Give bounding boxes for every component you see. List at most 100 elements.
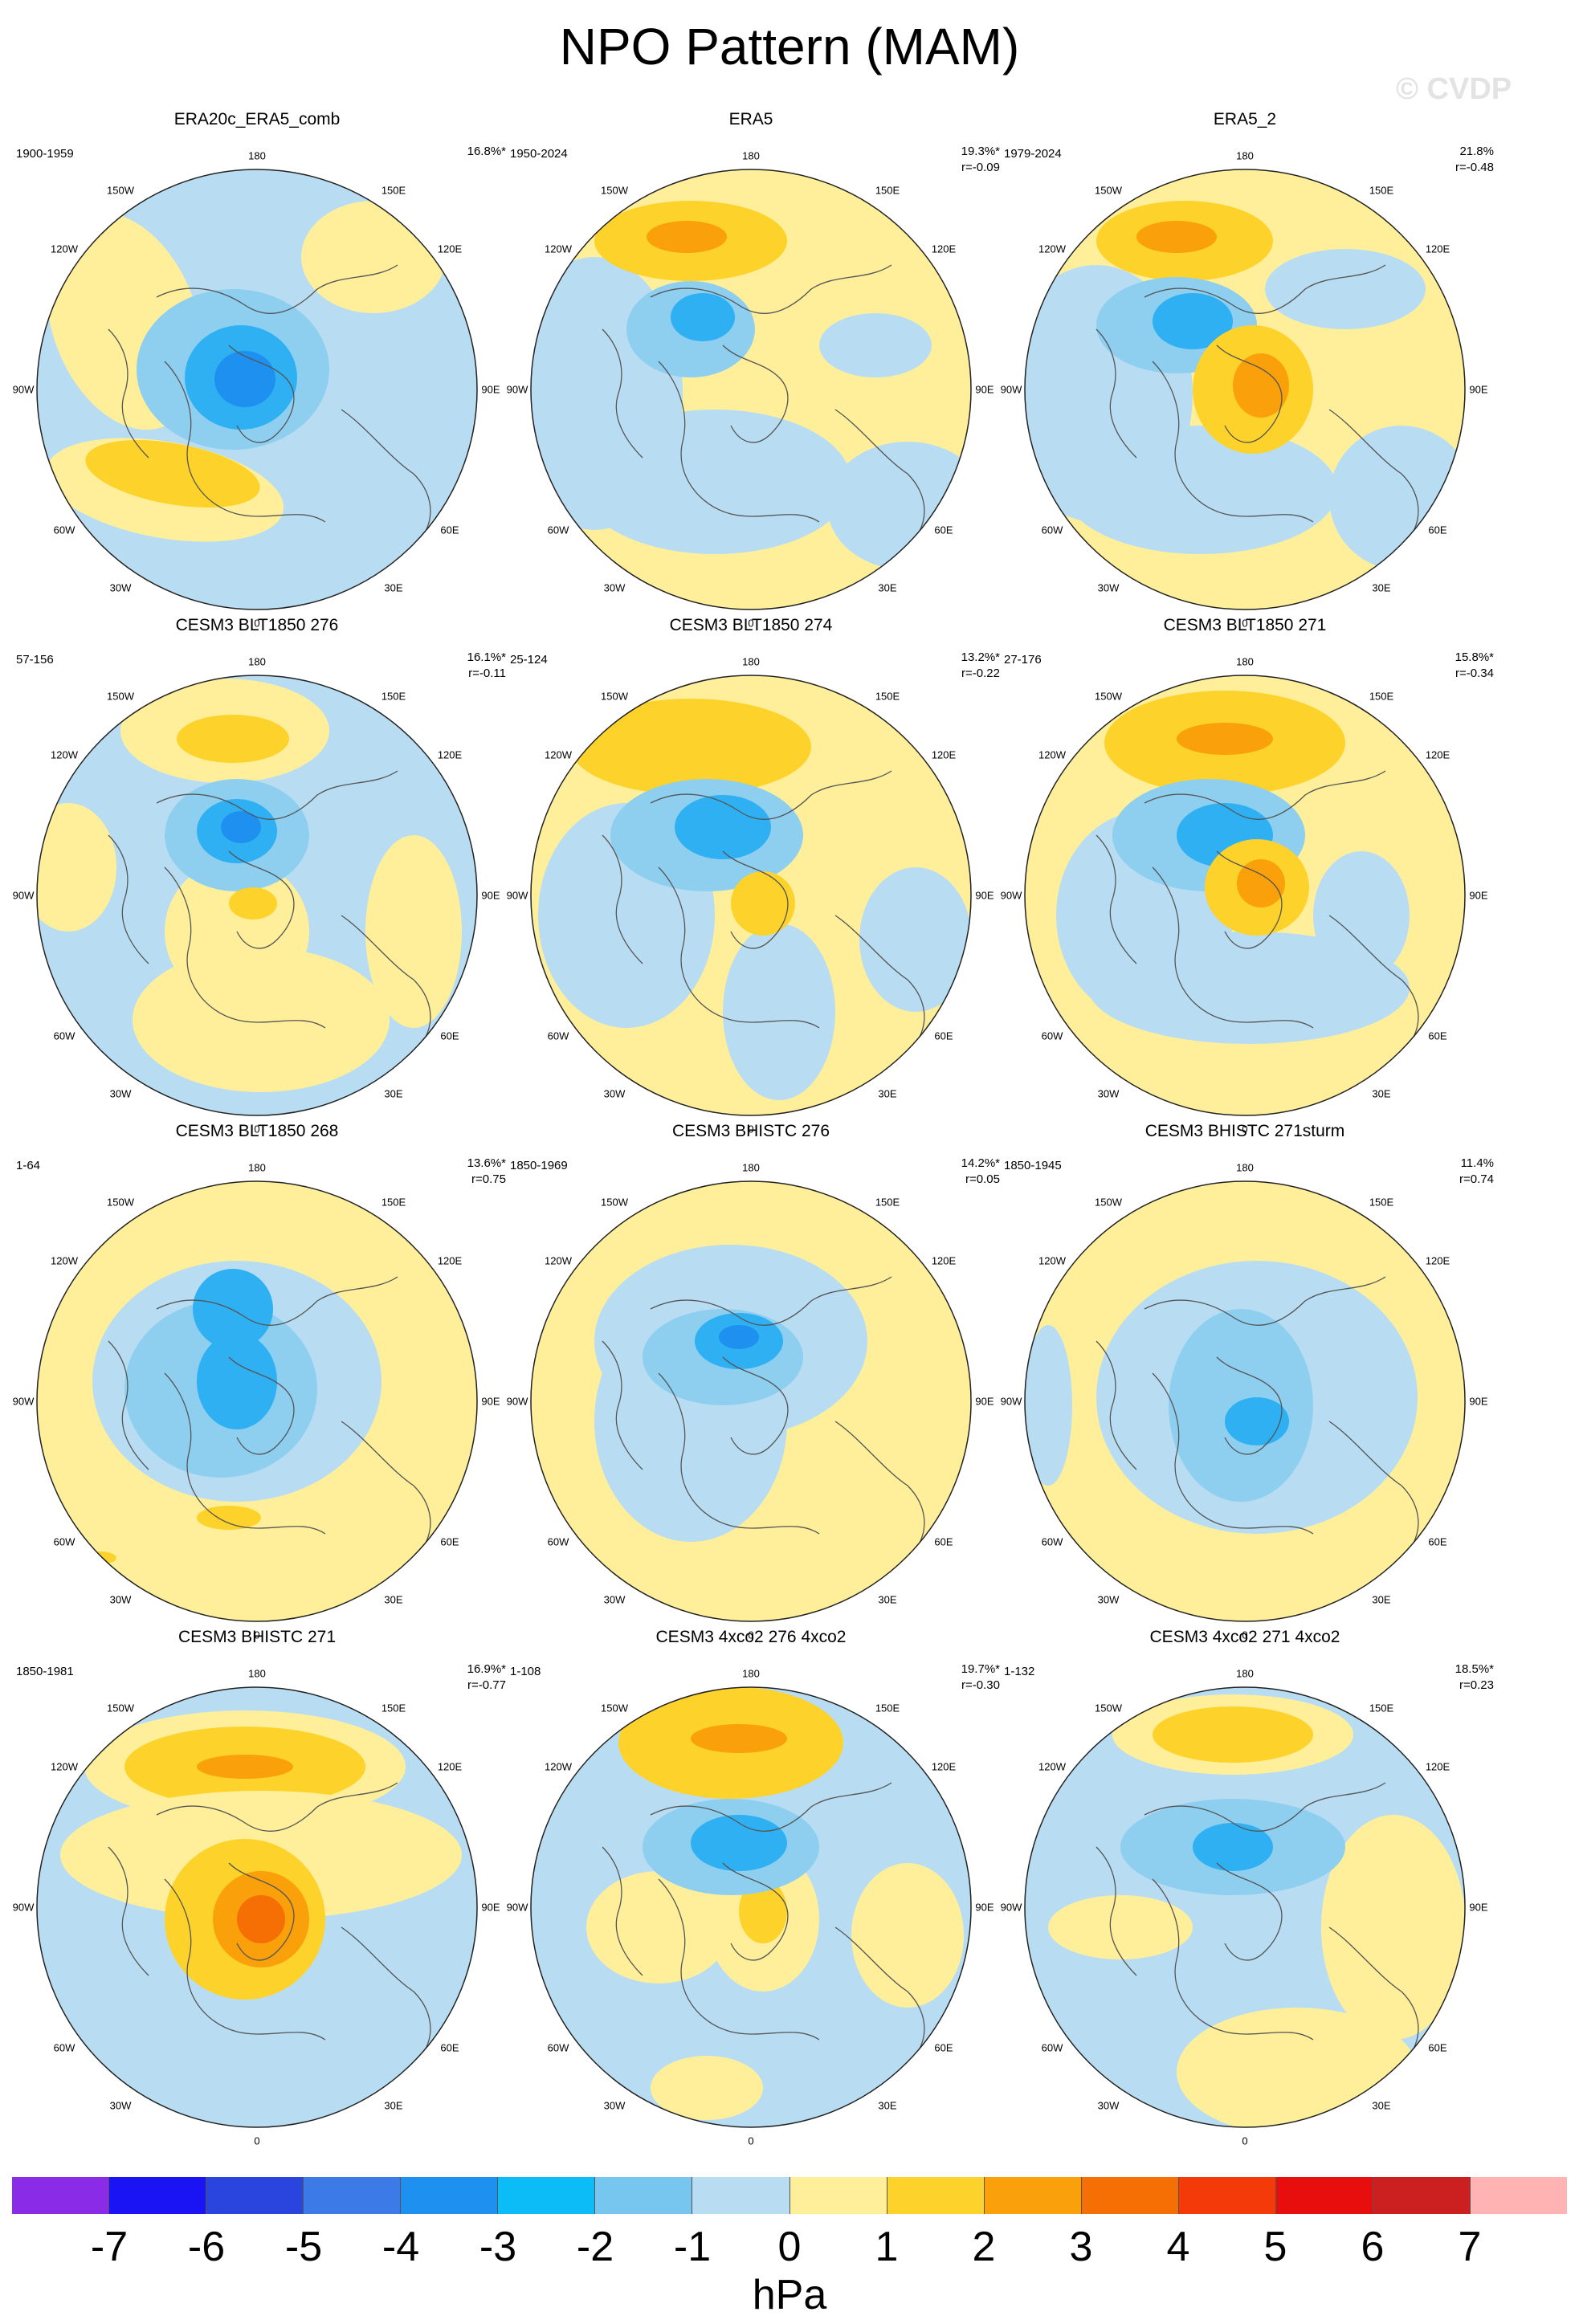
panel-variance-pct: 16.1%* — [467, 650, 506, 664]
coastline — [164, 1878, 326, 2041]
longitude-label: 90E — [975, 383, 994, 396]
panel-pattern-corr: r=0.23 — [1459, 1678, 1494, 1692]
longitude-label: 0 — [254, 617, 260, 630]
longitude-label: 180 — [1236, 149, 1254, 162]
panel-period: 27-176 — [1004, 653, 1042, 667]
longitude-label: 30W — [603, 1593, 626, 1606]
coastline — [722, 1356, 789, 1455]
longitude-label: 150E — [875, 1702, 900, 1714]
anomaly-contour — [731, 871, 795, 936]
coastline — [156, 1276, 398, 1327]
longitude-label: 150E — [875, 1196, 900, 1209]
panel-variance-pct: 16.8%* — [467, 145, 506, 158]
colorbar — [12, 2177, 1567, 2214]
panel-variance-pct: 11.4% — [1460, 1156, 1494, 1170]
longitude-label: 120E — [437, 1254, 463, 1267]
longitude-label: 120E — [437, 243, 463, 255]
colorbar-tick-label: -5 — [284, 2224, 323, 2270]
anomaly-contour — [1064, 426, 1337, 554]
panel-variance-pct: 19.7%* — [961, 1662, 1000, 1676]
longitude-label: 150W — [1095, 184, 1122, 197]
colorbar-tick-label: -1 — [673, 2224, 712, 2270]
polar-map — [530, 675, 972, 1116]
longitude-label: 30W — [1097, 1593, 1120, 1606]
polar-map — [36, 169, 478, 610]
coastline — [1216, 850, 1283, 949]
panel-pattern-corr: r=-0.09 — [961, 161, 1000, 174]
map-border — [36, 169, 478, 610]
longitude-label: 0 — [254, 1123, 260, 1135]
longitude-label: 60E — [934, 1535, 953, 1548]
coastline — [1216, 1356, 1283, 1455]
longitude-label: 150W — [1095, 1702, 1122, 1714]
longitude-label: 60E — [934, 524, 953, 536]
longitude-label: 30E — [1372, 1087, 1391, 1100]
longitude-label: 90W — [12, 889, 35, 902]
longitude-label: 120W — [545, 748, 572, 761]
coastline — [341, 1926, 431, 2057]
longitude-label: 30E — [1372, 1593, 1391, 1606]
coastline — [1152, 1878, 1314, 2041]
colorbar-swatch — [595, 2177, 693, 2214]
coastline — [1096, 1340, 1137, 1470]
panel-period: 1900-1959 — [16, 147, 74, 161]
polar-map — [36, 1686, 478, 2128]
longitude-label: 90W — [12, 383, 35, 396]
panel-title: CESM3 BLT1850 268 — [175, 1122, 339, 1140]
coastline — [1216, 345, 1283, 443]
anomaly-contour — [578, 410, 851, 554]
map-border — [530, 675, 972, 1116]
coastline — [341, 1421, 431, 1551]
longitude-label: 30E — [384, 1087, 403, 1100]
page-title: NPO Pattern (MAM) — [559, 18, 1020, 75]
longitude-label: 60E — [440, 1535, 459, 1548]
anomaly-contour — [1237, 859, 1285, 907]
coastline — [834, 409, 925, 539]
longitude-label: 90W — [1000, 1395, 1022, 1408]
polar-map — [1024, 1686, 1466, 2128]
longitude-label: 120E — [1425, 1254, 1450, 1267]
map-panel: CESM3 BLT1850 276 57-156 16.1%* r=-0.11 180 1… — [0, 615, 514, 1135]
panel-title: CESM3 BHISTC 271 — [177, 1628, 337, 1646]
anomaly-contour — [739, 1879, 787, 1943]
colorbar-swatch — [401, 2177, 499, 2214]
longitude-label: 30W — [1097, 581, 1120, 594]
longitude-label: 30E — [384, 581, 403, 594]
longitude-label: 150E — [1369, 1702, 1394, 1714]
anomaly-contour — [1265, 249, 1426, 329]
longitude-label: 90W — [1000, 383, 1022, 396]
longitude-label: 90E — [975, 1395, 994, 1408]
longitude-label: 120W — [1038, 1760, 1066, 1773]
longitude-label: 90E — [481, 1395, 500, 1408]
panel-period: 57-156 — [16, 653, 54, 667]
cvdp-watermark: © CVDP — [1396, 72, 1512, 106]
longitude-label: 180 — [248, 1161, 266, 1174]
polar-map — [530, 1686, 972, 2128]
colorbar-swatch — [1470, 2177, 1567, 2214]
anomaly-contour — [365, 835, 462, 1028]
longitude-label: 90W — [506, 1901, 528, 1914]
colorbar-swatch — [692, 2177, 790, 2214]
anomaly-contour — [647, 221, 727, 253]
coastline — [602, 834, 643, 964]
anomaly-contour — [133, 948, 390, 1092]
longitude-label: 150W — [601, 1196, 628, 1209]
map-border — [1024, 1686, 1466, 2128]
colorbar-tick-label: 1 — [875, 2224, 899, 2270]
colorbar-swatch — [1178, 2177, 1276, 2214]
coastline — [164, 1372, 326, 1535]
longitude-label: 120W — [1038, 1254, 1066, 1267]
coastline — [228, 850, 295, 949]
map-border — [36, 675, 478, 1116]
longitude-label: 90E — [481, 1901, 500, 1914]
longitude-label: 60W — [547, 1535, 569, 1548]
map-border — [530, 169, 972, 610]
map-border — [1024, 1180, 1466, 1622]
longitude-label: 0 — [254, 1629, 260, 1641]
colorbar-tick-label: 3 — [1069, 2224, 1093, 2270]
colorbar-swatch — [12, 2177, 110, 2214]
longitude-label: 60E — [440, 2041, 459, 2054]
panel-period: 1950-2024 — [510, 147, 568, 161]
longitude-label: 120W — [51, 243, 78, 255]
coastline — [108, 834, 149, 964]
